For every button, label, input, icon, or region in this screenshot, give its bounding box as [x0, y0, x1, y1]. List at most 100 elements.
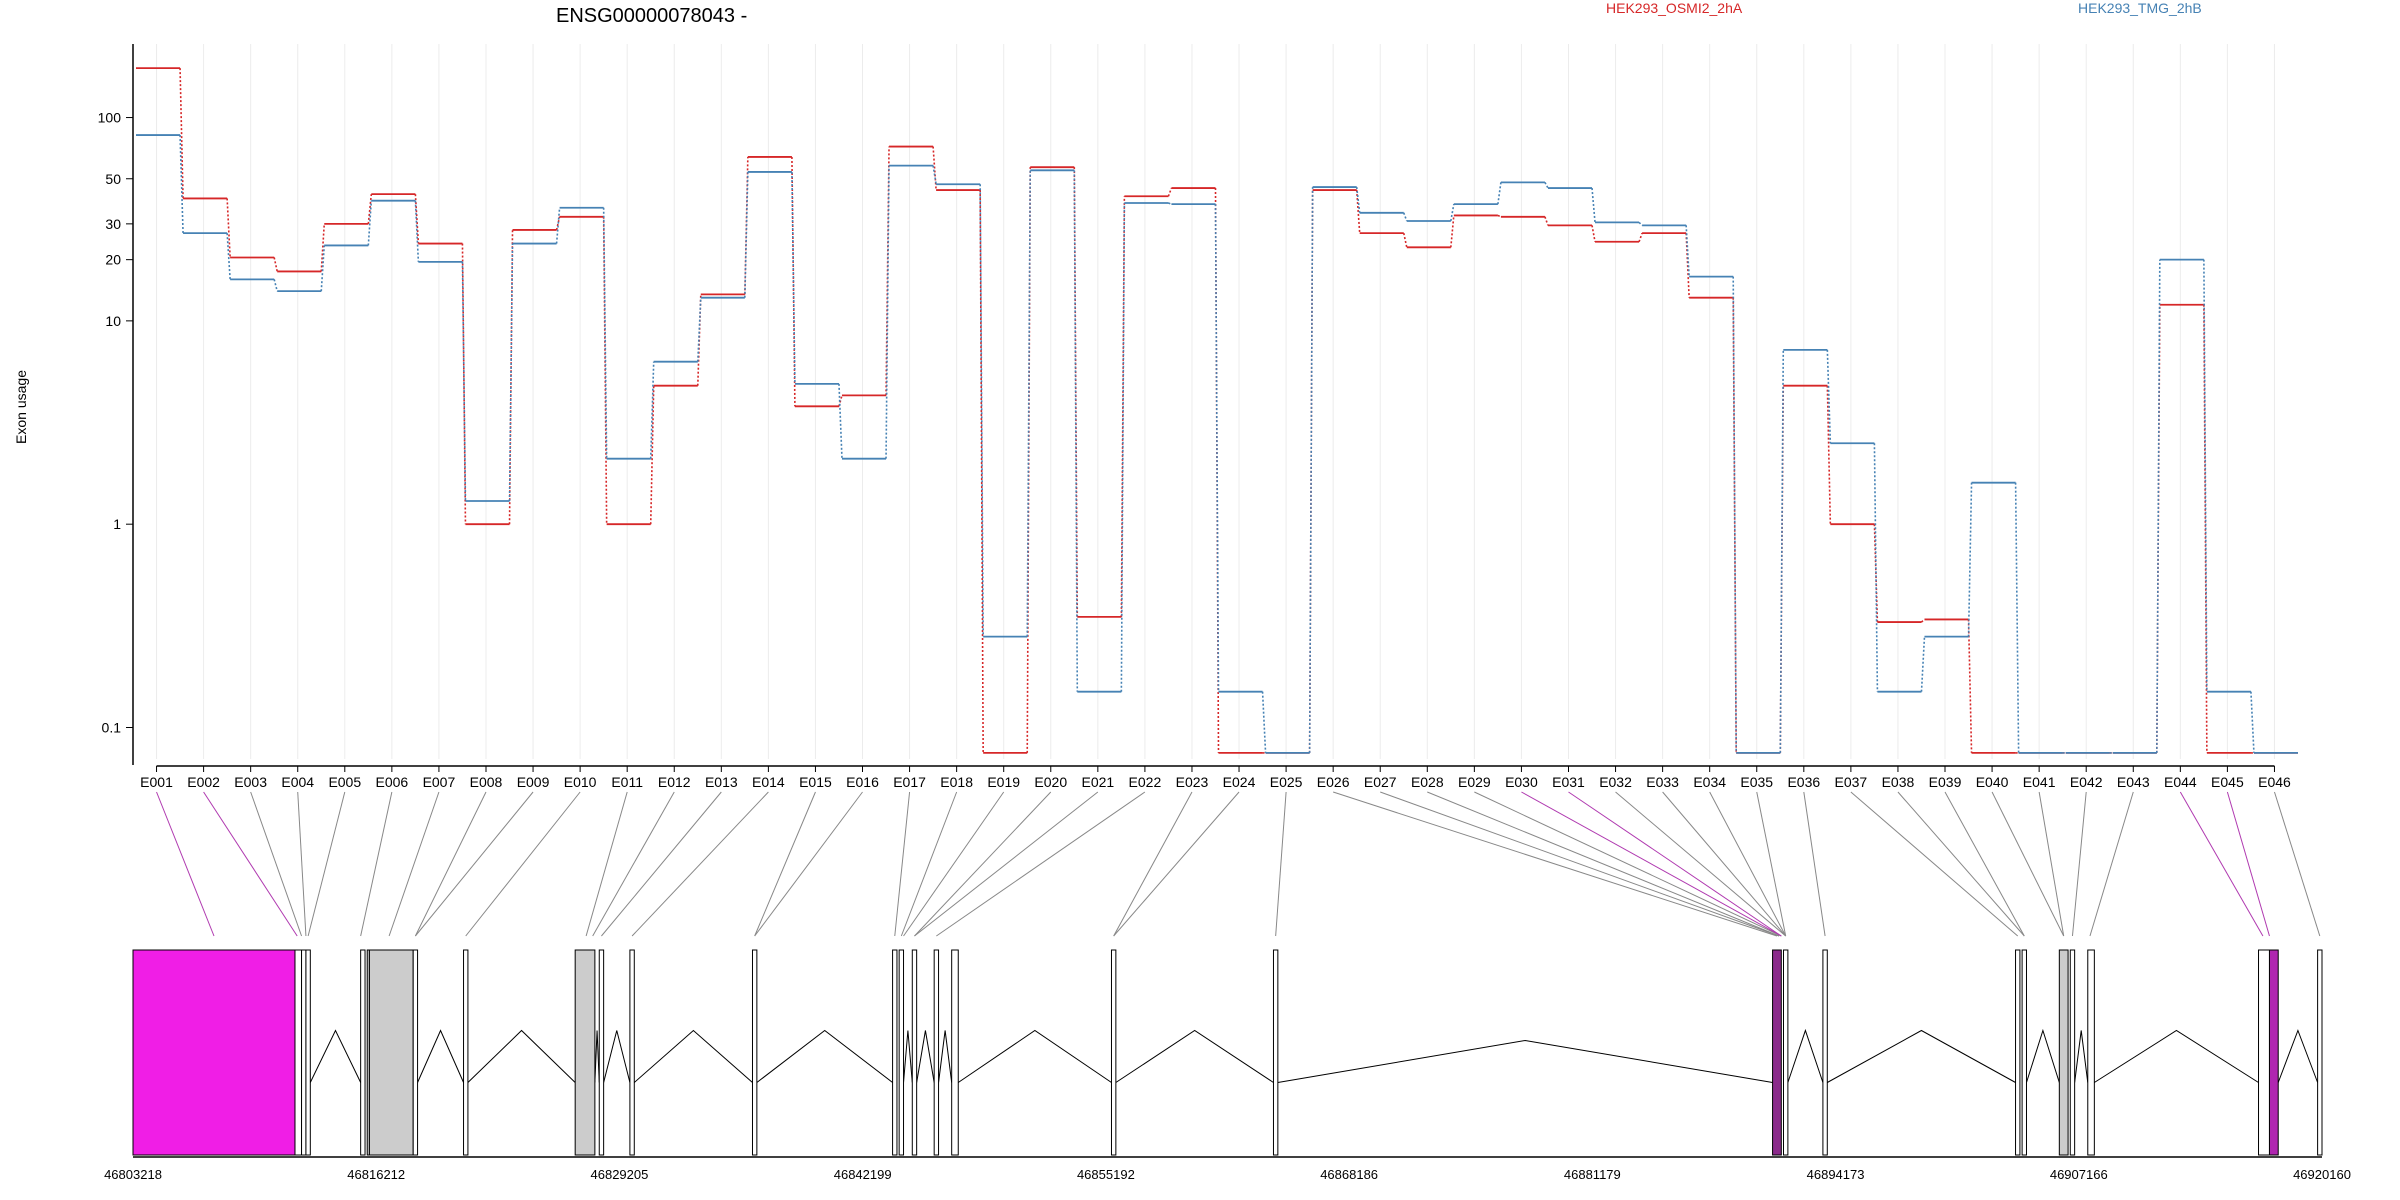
series-transition: [367, 194, 373, 224]
intron: [594, 1030, 600, 1083]
series-transition: [1779, 349, 1785, 753]
connector-E022: [936, 791, 1146, 937]
intron: [2094, 1029, 2259, 1083]
series-2: [136, 134, 2298, 754]
series-transition: [1168, 202, 1172, 205]
exon-block: [2058, 949, 2069, 1156]
connector-E007: [388, 791, 440, 937]
genome-coordinate-label: 46816212: [347, 1167, 405, 1182]
series-transition: [696, 297, 702, 362]
series-transition: [1497, 182, 1502, 205]
connector-E040: [1991, 791, 2065, 937]
exon-block: [598, 949, 605, 1156]
connector-E031: [1568, 791, 1782, 937]
connector-E005: [307, 791, 346, 937]
exon-block: [892, 949, 898, 1156]
exon-block: [933, 949, 940, 1156]
intron: [309, 1029, 362, 1083]
y-axis-label: Exon usage: [13, 370, 29, 444]
exon-blocks: [132, 949, 2323, 1156]
connector-E034: [1709, 791, 1787, 937]
exon-block: [911, 949, 918, 1156]
connector-E013: [601, 791, 722, 937]
connector-E033: [1662, 791, 1787, 937]
series-transition: [1402, 232, 1408, 248]
intron: [957, 1029, 1112, 1083]
x-tick-label-E037: E037: [1835, 774, 1868, 790]
x-tick-label-E017: E017: [893, 774, 926, 790]
intron: [633, 1029, 753, 1083]
y-tick-label: 1: [113, 516, 121, 532]
series-transition: [367, 200, 373, 246]
y-tick-label: 10: [105, 313, 121, 329]
series-transition: [1355, 186, 1361, 213]
genome-coordinate-label: 46842199: [834, 1167, 892, 1182]
exon-block: [629, 949, 635, 1156]
x-tick-label-E033: E033: [1646, 774, 1679, 790]
x-tick-label-E042: E042: [2070, 774, 2103, 790]
series-transition: [1920, 636, 1926, 692]
connector-E018: [900, 791, 958, 937]
exon-block: [574, 949, 596, 1156]
series-transition: [649, 385, 655, 525]
series-transition: [1308, 187, 1314, 753]
genome-coordinate-label: 46894173: [1807, 1167, 1865, 1182]
connector-E024: [1113, 791, 1240, 937]
x-tick-label-E025: E025: [1270, 774, 1303, 790]
series-transition: [1967, 619, 1973, 753]
connector-E011: [585, 791, 628, 937]
connector-E030: [1521, 791, 1782, 937]
genome-coordinate-label: 46907166: [2050, 1167, 2108, 1182]
series-transition: [320, 223, 326, 272]
series-transition: [555, 207, 561, 244]
genome-coordinate-label: 46881179: [1564, 1167, 1621, 1182]
intron: [2277, 1029, 2319, 1083]
genome-axis: 46803218 46816212 46829205 46842199 46855192…: [104, 1156, 2351, 1182]
x-tick-label-E021: E021: [1081, 774, 1114, 790]
exon-block: [2087, 949, 2095, 1156]
x-tick-label-E029: E029: [1458, 774, 1491, 790]
x-tick-label-E016: E016: [846, 774, 879, 790]
x-tick-label-E027: E027: [1364, 774, 1397, 790]
x-tick-label-E030: E030: [1505, 774, 1538, 790]
exon-block: [2015, 949, 2021, 1156]
genome-coordinate-label: 46803218: [104, 1167, 162, 1182]
intron: [938, 1030, 953, 1083]
series-transition: [2203, 259, 2208, 692]
intron: [1277, 1039, 1773, 1083]
series-transition: [1544, 216, 1549, 226]
connector-E043: [2089, 791, 2134, 937]
connector-E001: [156, 791, 215, 937]
series-transition: [1261, 691, 1267, 753]
series-transition: [179, 68, 184, 199]
exon-block: [1272, 949, 1279, 1156]
series-transition: [979, 184, 984, 637]
intron: [1827, 1029, 2016, 1083]
series-transition: [885, 165, 890, 459]
x-tick-label-E004: E004: [281, 774, 314, 790]
exon-block: [751, 949, 758, 1156]
intron: [467, 1029, 576, 1083]
series-transition: [1073, 170, 1079, 692]
exon-block: [2021, 949, 2027, 1156]
series-transition: [744, 171, 749, 298]
exon-block: [951, 949, 959, 1156]
exon-block: [463, 949, 469, 1156]
x-tick-label-E043: E043: [2117, 774, 2150, 790]
series-transition: [320, 245, 326, 292]
connector-E020: [914, 791, 1052, 937]
x-tick-label-E022: E022: [1129, 774, 1162, 790]
series-transition: [1638, 232, 1643, 243]
exon-block: [1110, 949, 1117, 1156]
x-tick-label-E007: E007: [423, 774, 456, 790]
connector-E041: [2038, 791, 2065, 937]
series-transition: [508, 243, 514, 502]
exon-connectors: [156, 791, 2321, 937]
series-transition: [932, 146, 937, 191]
x-tick-label-E036: E036: [1787, 774, 1820, 790]
x-tick-label-E018: E018: [940, 774, 973, 790]
series-transition: [273, 257, 278, 272]
connector-E021: [914, 791, 1099, 937]
exon-block: [294, 949, 303, 1156]
series-transition: [1826, 385, 1832, 525]
